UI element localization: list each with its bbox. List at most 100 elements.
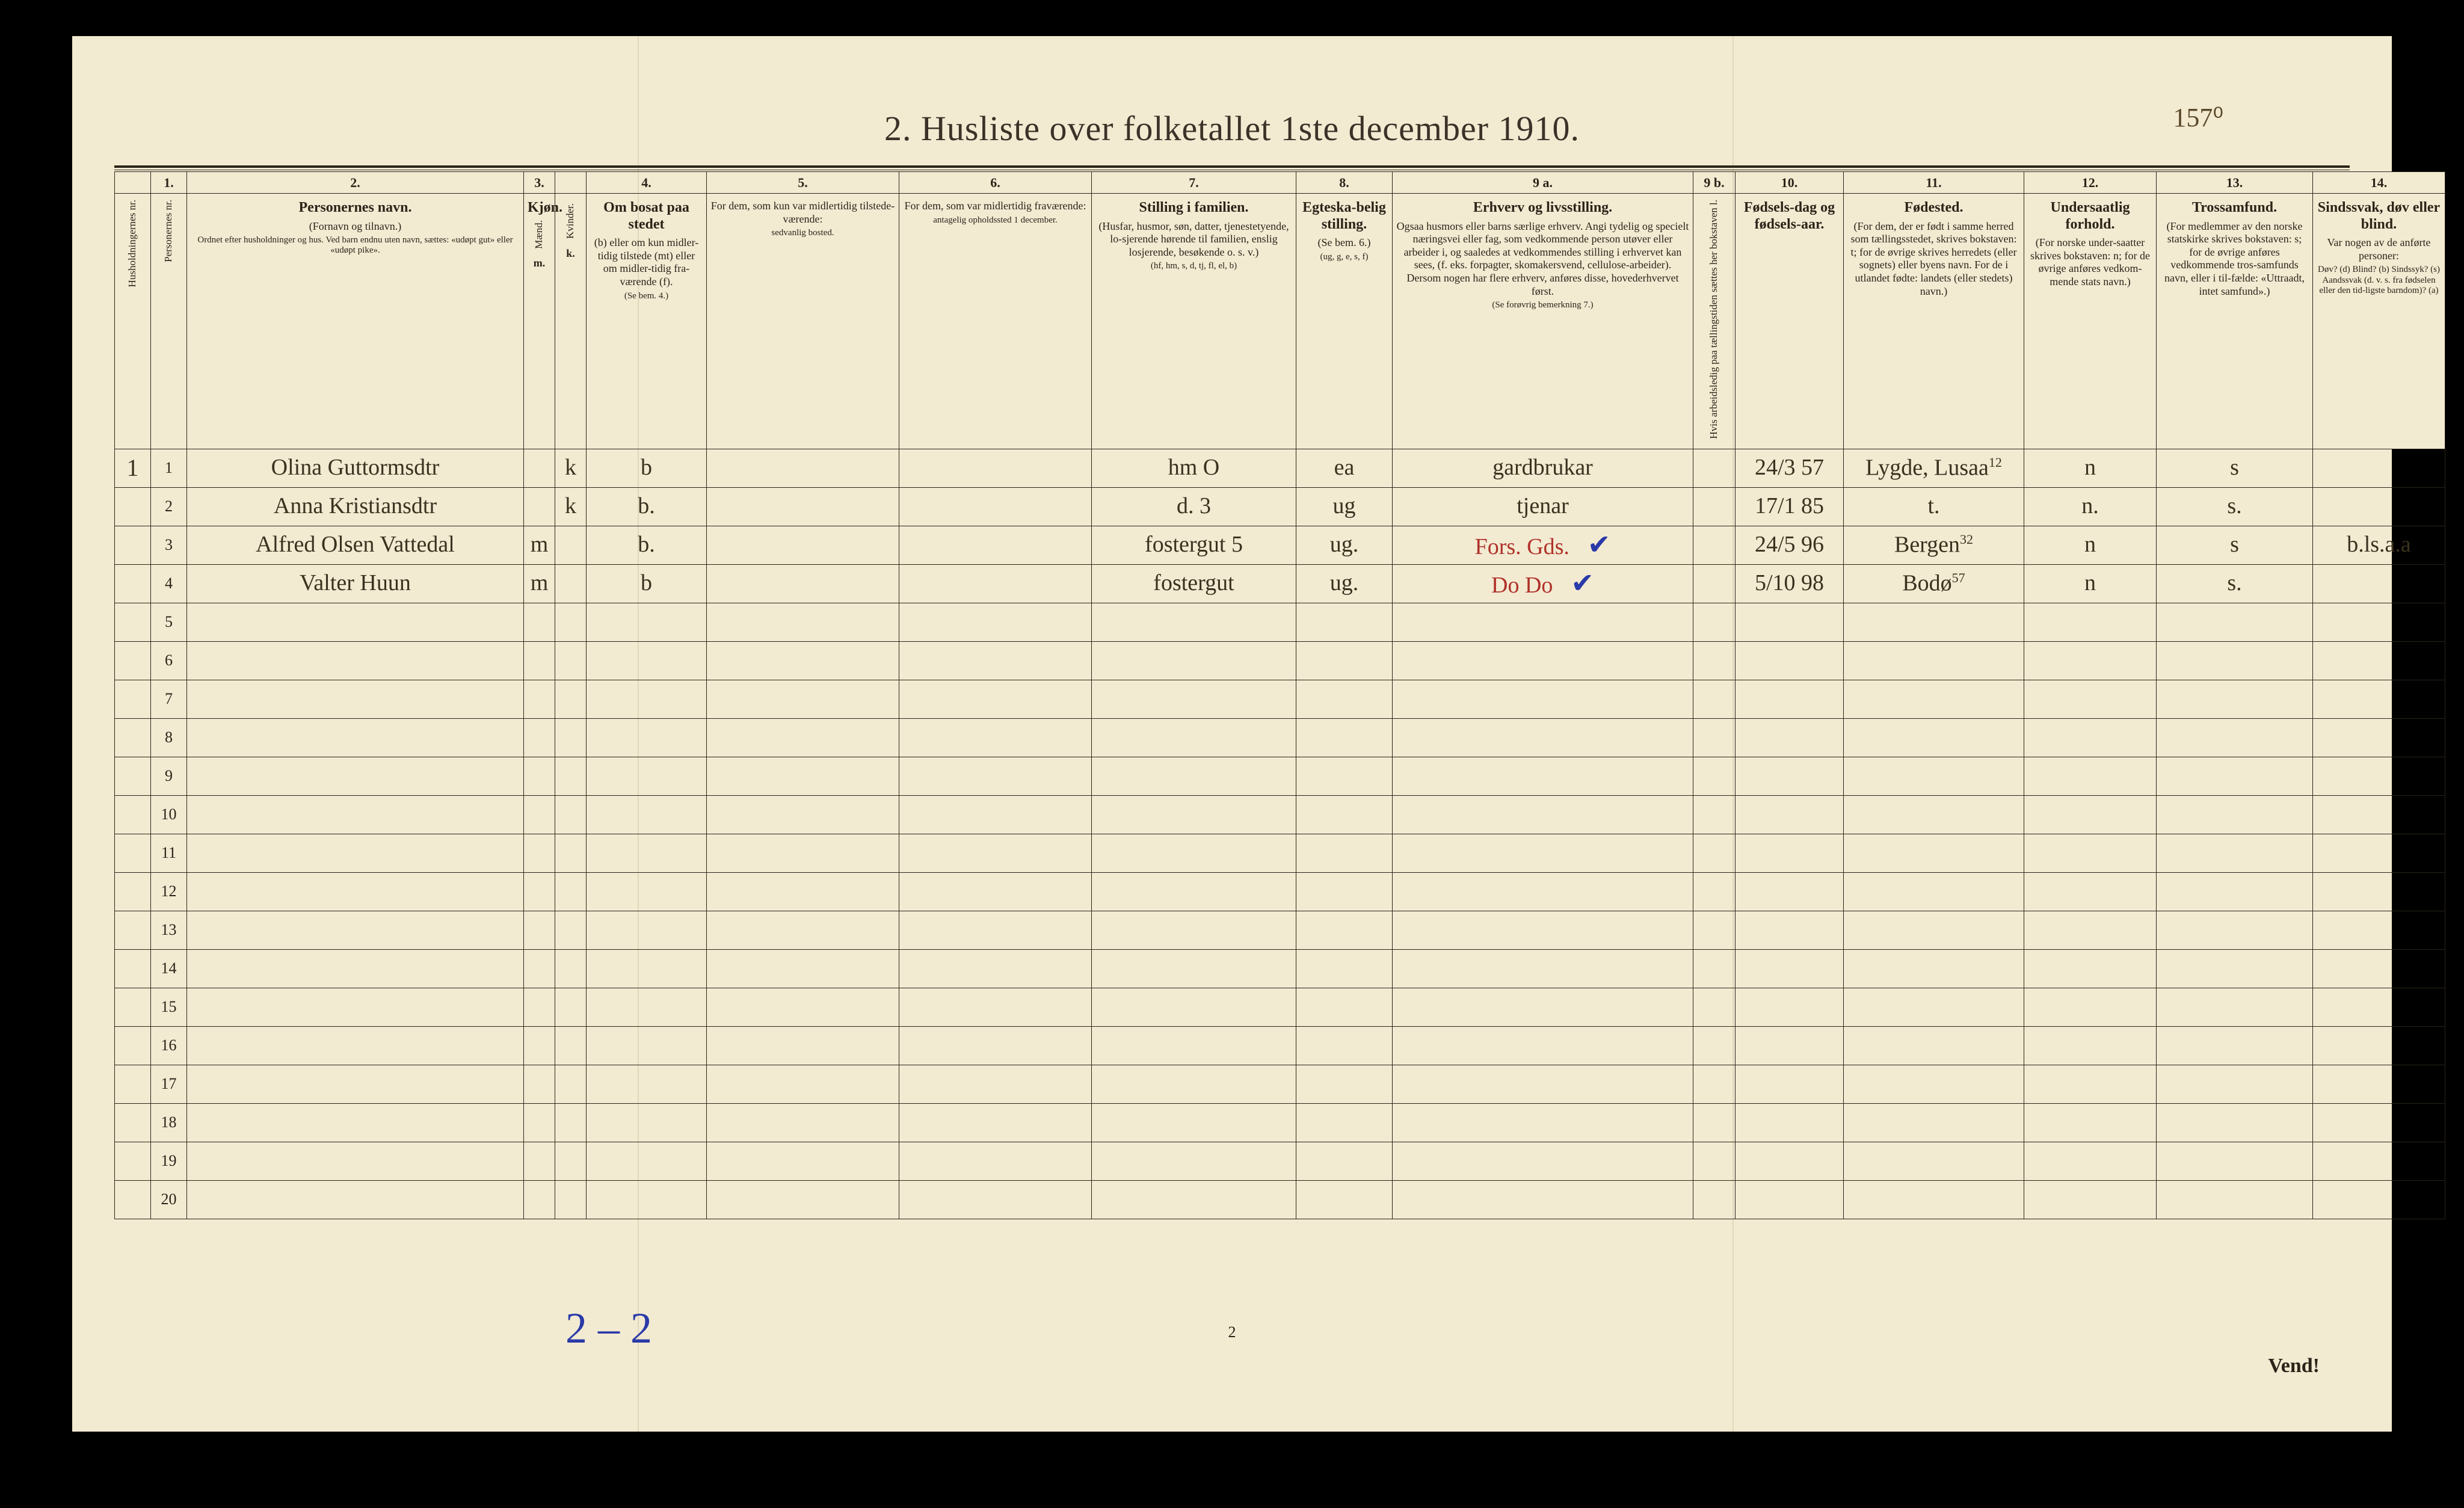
- table-cell: [1844, 834, 2024, 872]
- table-cell: [587, 1065, 707, 1103]
- table-cell: [2313, 911, 2445, 949]
- table-cell: [2157, 988, 2313, 1026]
- table-cell: [899, 872, 1092, 911]
- table-cell: [1092, 1065, 1296, 1103]
- table-cell: [1296, 718, 1393, 757]
- table-cell: [187, 1103, 524, 1142]
- table-cell: [555, 834, 587, 872]
- table-cell: Anna Kristiansdtr: [187, 487, 524, 526]
- table-cell: [555, 911, 587, 949]
- table-cell: [1393, 1065, 1693, 1103]
- table-cell: [555, 603, 587, 641]
- table-cell: [899, 564, 1092, 603]
- table-cell: n: [2024, 564, 2157, 603]
- table-cell: tjenar: [1393, 487, 1693, 526]
- column-header: Personernes nr.: [151, 194, 187, 449]
- table-cell: [555, 718, 587, 757]
- table-cell: [1693, 988, 1736, 1026]
- footer-page-number: 2: [1228, 1323, 1236, 1341]
- table-cell: [1393, 988, 1693, 1026]
- table-cell: [1693, 564, 1736, 603]
- table-cell: b: [587, 449, 707, 487]
- table-cell: [1092, 680, 1296, 718]
- table-cell: [2024, 603, 2157, 641]
- table-cell: [1092, 988, 1296, 1026]
- table-cell: 24/3 57: [1736, 449, 1844, 487]
- table-cell: [707, 1180, 899, 1219]
- title-rule: [114, 165, 2350, 170]
- column-header: Kjøn.Mænd.m.: [524, 194, 555, 449]
- table-cell: [707, 795, 899, 834]
- table-cell: [2313, 795, 2445, 834]
- table-cell: [899, 1180, 1092, 1219]
- table-cell: [1736, 718, 1844, 757]
- column-header: Personernes navn.(Fornavn og tilnavn.)Or…: [187, 194, 524, 449]
- table-cell: [707, 1026, 899, 1065]
- table-cell: fostergut 5: [1092, 526, 1296, 564]
- table-row: 2Anna Kristiansdtrkb.d. 3ugtjenar17/1 85…: [115, 487, 2445, 526]
- table-cell: [187, 718, 524, 757]
- table-cell: [555, 1065, 587, 1103]
- table-cell: [899, 988, 1092, 1026]
- table-cell: [187, 1065, 524, 1103]
- table-cell: [524, 680, 555, 718]
- vend-label: Vend!: [2268, 1355, 2320, 1377]
- table-cell: [2313, 487, 2445, 526]
- table-cell: 4: [151, 564, 187, 603]
- table-cell: [187, 641, 524, 680]
- table-cell: [115, 680, 151, 718]
- table-cell: [899, 757, 1092, 795]
- table-cell: [1693, 526, 1736, 564]
- table-cell: [587, 834, 707, 872]
- table-cell: [2157, 834, 2313, 872]
- table-cell: [587, 1103, 707, 1142]
- column-header: Sindssvak, døv eller blind.Var nogen av …: [2313, 194, 2445, 449]
- table-cell: [1092, 1026, 1296, 1065]
- table-cell: [587, 603, 707, 641]
- table-cell: [1393, 949, 1693, 988]
- table-cell: [187, 1026, 524, 1065]
- table-cell: [1693, 949, 1736, 988]
- table-row-empty: 10: [115, 795, 2445, 834]
- table-cell: 15: [151, 988, 187, 1026]
- table-cell: [524, 449, 555, 487]
- table-cell: [899, 680, 1092, 718]
- table-cell: hm O: [1092, 449, 1296, 487]
- table-cell: [2157, 603, 2313, 641]
- table-cell: [707, 680, 899, 718]
- table-cell: [115, 487, 151, 526]
- table-cell: [524, 1065, 555, 1103]
- table-cell: m: [524, 564, 555, 603]
- table-cell: [2313, 1103, 2445, 1142]
- table-cell: [2024, 834, 2157, 872]
- table-cell: [2024, 911, 2157, 949]
- table-cell: [524, 834, 555, 872]
- column-number-row: 1.2.3.4.5.6.7.8.9 a.9 b.10.11.12.13.14.: [115, 172, 2445, 194]
- table-cell: k: [555, 449, 587, 487]
- table-cell: [2157, 795, 2313, 834]
- table-cell: [1736, 1180, 1844, 1219]
- table-cell: [1844, 1180, 2024, 1219]
- table-cell: 14: [151, 949, 187, 988]
- table-cell: [2313, 680, 2445, 718]
- table-cell: d. 3: [1092, 487, 1296, 526]
- table-cell: [1736, 1142, 1844, 1180]
- table-cell: [115, 795, 151, 834]
- table-cell: [2157, 1180, 2313, 1219]
- table-row-empty: 5: [115, 603, 2445, 641]
- table-cell: [2313, 834, 2445, 872]
- table-cell: [1693, 487, 1736, 526]
- table-cell: 11: [151, 834, 187, 872]
- table-cell: [1393, 603, 1693, 641]
- table-row-empty: 12: [115, 872, 2445, 911]
- column-number: [555, 172, 587, 194]
- table-cell: [1393, 1026, 1693, 1065]
- table-cell: 5: [151, 603, 187, 641]
- table-cell: [1092, 641, 1296, 680]
- table-cell: [187, 949, 524, 988]
- table-cell: s: [2157, 449, 2313, 487]
- table-cell: [2313, 988, 2445, 1026]
- table-cell: [1092, 718, 1296, 757]
- table-cell: [899, 1142, 1092, 1180]
- table-cell: [1393, 834, 1693, 872]
